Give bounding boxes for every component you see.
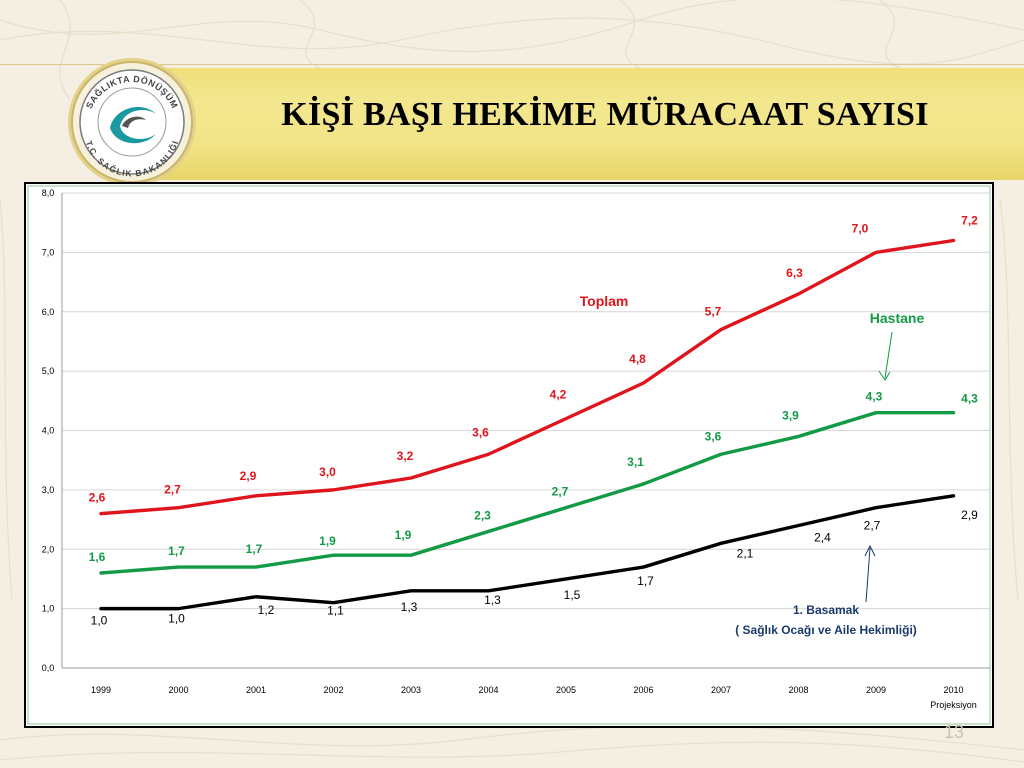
x-tick-label: 2004: [478, 685, 498, 695]
data-label-basamak: 1,3: [401, 600, 418, 614]
data-label-basamak: 2,1: [737, 546, 754, 560]
ministry-logo: SAĞLIKTA DÖNÜŞÜM T.C. SAĞLIK BAKANLIĞI: [68, 58, 196, 186]
y-tick-label: 2,0: [42, 544, 55, 554]
legend-basamak: 1. Basamak: [793, 603, 859, 617]
data-label-toplam: 5,7: [705, 305, 722, 319]
header-rule: [0, 64, 1024, 65]
y-tick-label: 7,0: [42, 247, 55, 257]
data-label-basamak: 1,0: [168, 612, 185, 626]
data-label-hastane: 3,1: [627, 455, 644, 469]
data-label-toplam: 7,0: [852, 221, 869, 235]
data-label-basamak: 1,7: [637, 574, 654, 588]
page-title: KİŞİ BAŞI HEKİME MÜRACAAT SAYISI: [281, 96, 929, 133]
data-labels: 2,6 2,7 2,9 3,0 3,2 3,6 4,2 4,8 5,7 6,3 7,0 7,2 1,6 1…: [89, 214, 979, 628]
y-tick-label: 3,0: [42, 485, 55, 495]
data-label-toplam: 7,2: [961, 214, 978, 228]
data-label-toplam: 6,3: [786, 266, 803, 280]
data-label-basamak: 2,7: [864, 519, 881, 533]
x-tick-label: 2008: [788, 685, 808, 695]
data-label-basamak: 2,9: [961, 508, 978, 522]
data-label-hastane: 2,7: [552, 485, 569, 499]
data-label-basamak: 1,1: [327, 604, 344, 618]
series-annotations: Toplam Hastane 1. Basamak ( Sağlık Ocağı ve…: [580, 293, 925, 637]
legend-basamak-sub: ( Sağlık Ocağı ve Aile Hekimliği): [735, 623, 917, 637]
chart-frame: [24, 182, 994, 728]
data-label-hastane: 1,9: [395, 528, 412, 542]
data-label-toplam: 2,6: [89, 491, 106, 505]
x-tick-label: 2002: [323, 685, 343, 695]
x-axis: 1999 2000 2001 2002 2003 2004 2005 2006 2007 2008…: [91, 685, 977, 710]
data-label-basamak: 1,5: [564, 588, 581, 602]
data-label-basamak: 1,0: [91, 614, 108, 628]
data-label-toplam: 4,2: [550, 388, 567, 402]
data-label-toplam: 3,2: [397, 449, 414, 463]
chart-series: [99, 238, 956, 611]
data-label-basamak: 1,2: [258, 603, 275, 617]
x-tick-label: 1999: [91, 685, 111, 695]
legend-hastane: Hastane: [870, 310, 925, 326]
series-line-1: [99, 410, 956, 575]
title-banner: [150, 68, 1024, 180]
data-label-hastane: 1,6: [89, 550, 106, 564]
x-tick-label: 2006: [633, 685, 653, 695]
line-chart: 0,0 1,0 2,0 3,0 4,0 5,0 6,0 7,0 8,0 1999 2000 2001…: [27, 185, 991, 725]
basamak-arrow: [865, 547, 871, 603]
data-label-toplam: 4,8: [629, 352, 646, 366]
y-tick-label: 6,0: [42, 307, 55, 317]
x-tick-label: 2003: [401, 685, 421, 695]
data-label-basamak: 2,4: [814, 531, 831, 545]
y-tick-label: 0,0: [42, 663, 55, 673]
y-tick-label: 4,0: [42, 426, 55, 436]
legend-toplam: Toplam: [580, 293, 629, 309]
y-tick-label: 5,0: [42, 366, 55, 376]
data-label-toplam: 2,9: [240, 469, 257, 483]
x-tick-label: 2005: [556, 685, 576, 695]
data-label-hastane: 1,7: [246, 542, 263, 556]
hastane-arrow: [884, 331, 893, 379]
data-label-toplam: 3,6: [472, 425, 489, 439]
data-label-basamak: 1,3: [484, 593, 501, 607]
data-label-hastane: 4,3: [866, 390, 883, 404]
x-tick-label: 2010: [943, 685, 963, 695]
x-tick-label: 2000: [168, 685, 188, 695]
series-line-0: [99, 238, 956, 516]
y-axis: 0,0 1,0 2,0 3,0 4,0 5,0 6,0 7,0 8,0: [42, 188, 55, 673]
page-number: 13: [944, 722, 965, 742]
data-label-hastane: 1,7: [168, 544, 185, 558]
data-label-hastane: 4,3: [961, 392, 978, 406]
basamak-arrow-head: [864, 544, 876, 557]
x-tick-label: 2009: [866, 685, 886, 695]
hastane-arrow-head: [878, 370, 891, 381]
x-tick-label: 2001: [246, 685, 266, 695]
data-label-hastane: 3,9: [782, 408, 799, 422]
y-tick-label: 8,0: [42, 188, 55, 198]
data-label-hastane: 1,9: [319, 534, 336, 548]
series-line-2: [99, 494, 956, 611]
data-label-hastane: 2,3: [474, 508, 491, 522]
chart-grid: [61, 192, 990, 669]
x-tick-label: 2007: [711, 685, 731, 695]
data-label-hastane: 3,6: [705, 429, 722, 443]
data-label-toplam: 2,7: [164, 483, 181, 497]
y-tick-label: 1,0: [42, 604, 55, 614]
data-label-toplam: 3,0: [319, 465, 336, 479]
x-sublabel: Projeksiyon: [930, 700, 977, 710]
